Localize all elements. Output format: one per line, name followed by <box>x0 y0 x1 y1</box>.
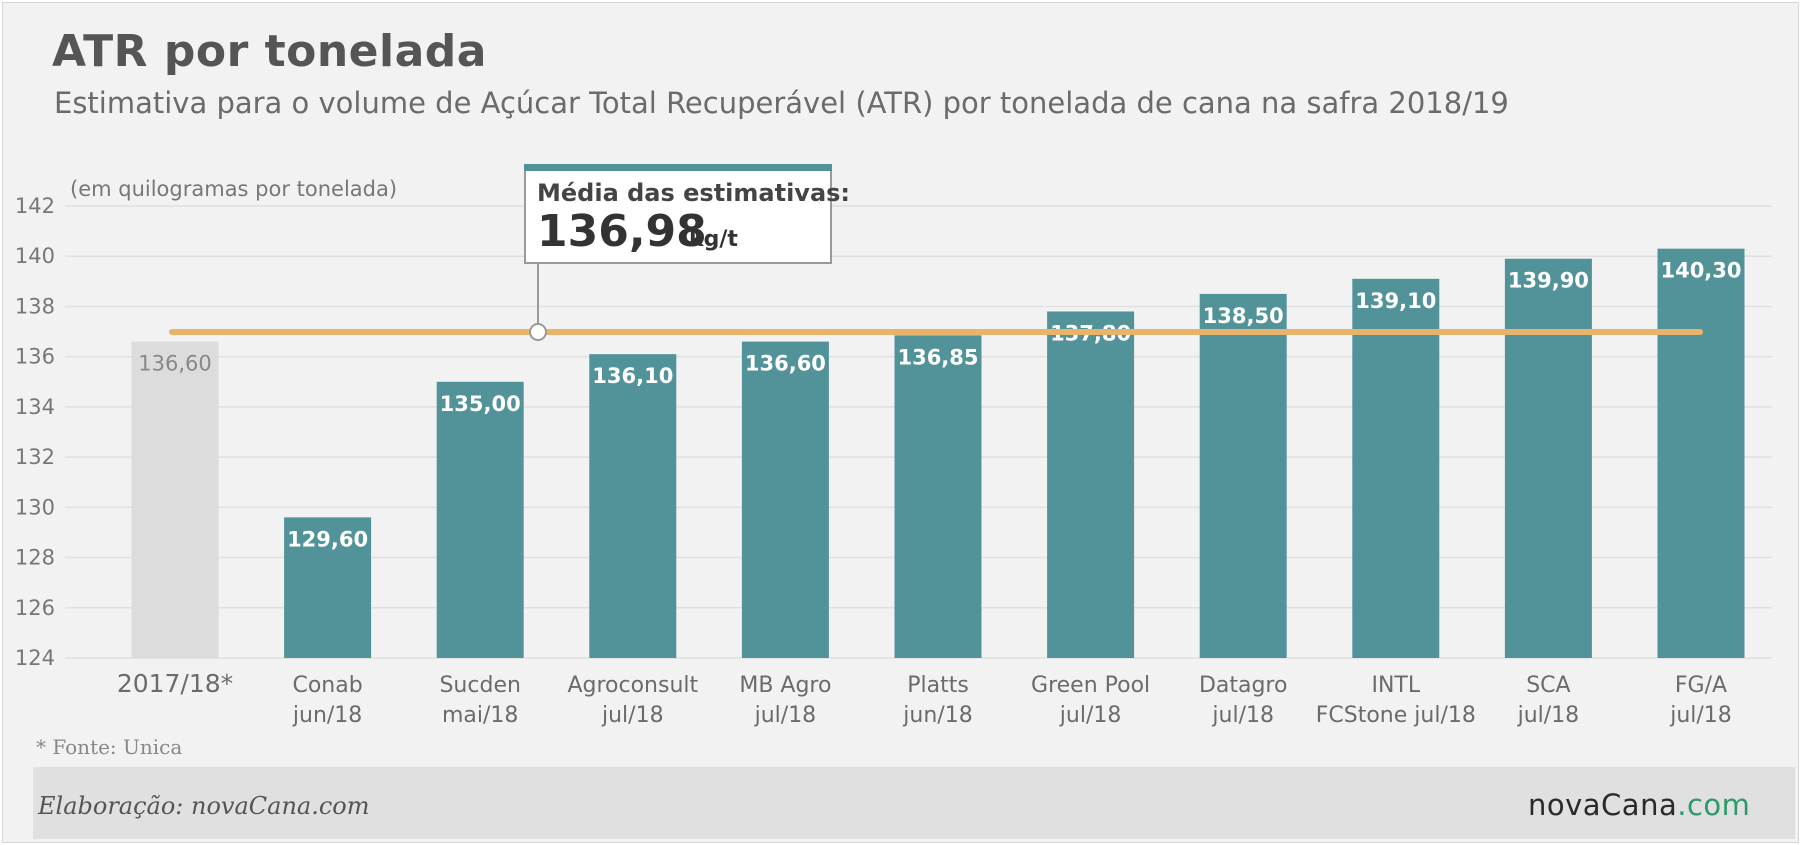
bar-value-label: 136,60 <box>138 352 211 376</box>
x-tick-label: FG/A <box>1675 673 1727 698</box>
bar-value-label: 139,90 <box>1508 269 1589 293</box>
chart-title: ATR por tonelada <box>52 26 487 77</box>
y-tick-label: 132 <box>15 445 55 469</box>
y-tick-label: 134 <box>15 395 55 419</box>
x-tick-label: jul/18 <box>1211 703 1274 728</box>
bar <box>284 517 372 658</box>
x-tick-label: mai/18 <box>442 703 518 728</box>
bar <box>1199 293 1287 658</box>
x-tick-label: jul/18 <box>754 703 817 728</box>
bar <box>131 341 219 658</box>
bar <box>1504 258 1592 658</box>
x-tick-label: jun/18 <box>292 703 362 728</box>
y-tick-label: 140 <box>15 244 55 268</box>
y-axis-label: (em quilogramas por tonelada) <box>70 177 397 201</box>
bar-value-label: 136,10 <box>592 364 673 388</box>
bar-value-label: 135,00 <box>440 392 521 416</box>
chart-subtitle: Estimativa para o volume de Açúcar Total… <box>54 86 1509 120</box>
x-tick-label: Agroconsult <box>567 673 698 698</box>
y-tick-label: 126 <box>15 596 55 620</box>
y-tick-label: 128 <box>15 546 55 570</box>
bar <box>436 381 524 658</box>
y-tick-label: 124 <box>15 646 55 670</box>
bar <box>741 341 829 658</box>
bar <box>894 335 982 658</box>
x-tick-label: INTL <box>1371 673 1420 698</box>
bar-value-label: 136,85 <box>897 345 978 369</box>
novacana-logo: novaCana.com <box>1528 788 1750 822</box>
bar-value-label: 129,60 <box>287 527 368 551</box>
callout-unit: kg/t <box>689 227 738 252</box>
y-tick-label: 142 <box>15 194 55 218</box>
credit-text: Elaboração: novaCana.com <box>38 792 370 820</box>
x-tick-label: Conab <box>292 673 362 698</box>
callout-marker <box>529 323 547 342</box>
y-tick-label: 138 <box>15 294 55 318</box>
bar-value-label: 140,30 <box>1660 259 1741 283</box>
x-tick-label: Datagro <box>1199 673 1288 698</box>
callout-title: Média das estimativas: <box>537 179 850 207</box>
x-tick-label: 2017/18* <box>117 669 233 698</box>
bar-value-label: 138,50 <box>1203 304 1284 328</box>
bar <box>1352 278 1440 658</box>
bar <box>589 354 677 658</box>
x-tick-label: FCStone jul/18 <box>1316 703 1476 728</box>
x-tick-label: Platts <box>907 673 969 698</box>
x-tick-label: Green Pool <box>1031 673 1150 698</box>
callout-box <box>524 164 832 264</box>
x-tick-label: Sucden <box>439 673 520 698</box>
callout-accent <box>524 164 832 171</box>
source-note: * Fonte: Unica <box>36 735 182 759</box>
logo-suffix: .com <box>1677 788 1751 822</box>
logo-main: novaCana <box>1528 788 1678 822</box>
x-tick-label: jul/18 <box>601 703 664 728</box>
y-tick-label: 136 <box>15 345 55 369</box>
bar-value-label: 139,10 <box>1355 289 1436 313</box>
callout-value: 136,98 <box>537 206 707 257</box>
x-tick-label: jul/18 <box>1517 703 1580 728</box>
footer-bar <box>33 767 1795 839</box>
bar-value-label: 136,60 <box>745 352 826 376</box>
x-tick-label: SCA <box>1526 673 1570 698</box>
bar <box>1047 311 1135 658</box>
bar <box>1657 248 1745 658</box>
x-tick-label: jul/18 <box>1059 703 1122 728</box>
y-tick-label: 130 <box>15 495 55 519</box>
x-tick-label: jun/18 <box>902 703 972 728</box>
x-tick-label: MB Agro <box>739 673 831 698</box>
x-tick-label: jul/18 <box>1669 703 1732 728</box>
